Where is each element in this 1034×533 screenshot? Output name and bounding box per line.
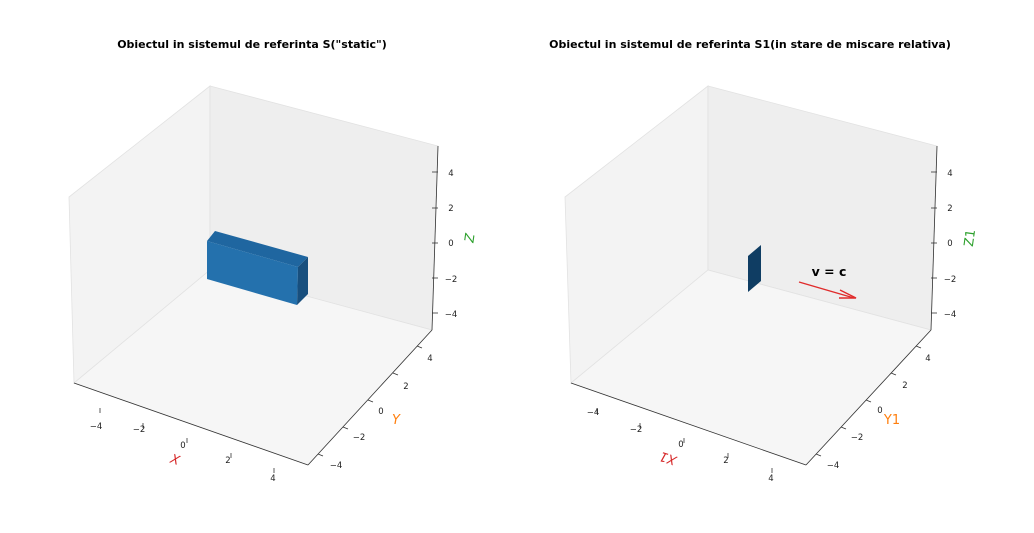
y-tick-label: 4 bbox=[925, 354, 930, 364]
y-tick-label: −4 bbox=[330, 461, 343, 471]
x-axis-label: X1 bbox=[658, 448, 680, 468]
y-tick-mark bbox=[890, 372, 897, 376]
box-face-front bbox=[207, 241, 298, 305]
box-face-top bbox=[207, 231, 308, 267]
z-tick-label: −2 bbox=[944, 275, 957, 285]
y-tick-mark bbox=[865, 399, 872, 403]
y-tick-label: 0 bbox=[877, 406, 882, 416]
y-tick-mark bbox=[815, 453, 822, 457]
z-axis-label: Z bbox=[462, 232, 478, 245]
y-tick-label: 2 bbox=[403, 382, 408, 392]
z-tick-label: −4 bbox=[445, 310, 458, 320]
box-object bbox=[207, 231, 308, 305]
y-axis-line bbox=[307, 329, 433, 466]
x-tick-label: 4 bbox=[768, 474, 773, 484]
z-tick-label: 2 bbox=[448, 204, 453, 214]
z-tick-label: −2 bbox=[445, 275, 458, 285]
x-tick-label: 2 bbox=[723, 456, 728, 466]
velocity-arrow-head bbox=[839, 289, 857, 299]
z-tick-label: −4 bbox=[944, 310, 957, 320]
y-tick-mark bbox=[915, 345, 922, 349]
y-tick-label: 0 bbox=[378, 407, 383, 417]
x-tick-label: −4 bbox=[587, 408, 600, 418]
y-tick-mark bbox=[342, 426, 349, 430]
y-tick-label: 4 bbox=[427, 354, 432, 364]
y-tick-mark bbox=[392, 372, 399, 376]
y-tick-mark bbox=[367, 399, 374, 403]
x-tick-label: −2 bbox=[133, 425, 146, 435]
x-axis-label: X bbox=[167, 452, 182, 470]
y-tick-label: 2 bbox=[902, 381, 907, 391]
chart-title: Obiectul in sistemul de referinta S1(in … bbox=[549, 38, 951, 51]
velocity-annotation: v = c bbox=[812, 264, 847, 279]
y-tick-mark bbox=[416, 345, 423, 349]
x-tick-label: −4 bbox=[90, 422, 103, 432]
y-axis-label: Y1 bbox=[883, 413, 900, 428]
y-tick-label: −4 bbox=[827, 461, 840, 471]
x-tick-label: 2 bbox=[225, 456, 230, 466]
z-tick-label: 2 bbox=[947, 204, 952, 214]
box-face-side bbox=[297, 257, 308, 305]
y-axis-line bbox=[805, 329, 932, 466]
subplot-moving: Obiectul in sistemul de referinta S1(in … bbox=[549, 38, 979, 484]
z-tick-label: 4 bbox=[448, 169, 453, 179]
z-tick-label: 4 bbox=[947, 169, 952, 179]
chart-title: Obiectul in sistemul de referinta S("sta… bbox=[117, 38, 387, 51]
flat-object bbox=[748, 245, 761, 292]
velocity-arrow bbox=[798, 281, 855, 299]
z-axis-line bbox=[431, 145, 439, 331]
x-tick-label: 0 bbox=[678, 440, 683, 450]
z-axis-line bbox=[930, 145, 938, 331]
z-axis-label: Z1 bbox=[962, 229, 979, 248]
y-axis-label: Y bbox=[392, 413, 401, 428]
y-tick-label: −2 bbox=[353, 433, 366, 443]
x-axis-line bbox=[570, 382, 807, 466]
z-tick-label: 0 bbox=[947, 239, 952, 249]
x-tick-label: 4 bbox=[270, 474, 275, 484]
x-tick-label: 0 bbox=[180, 441, 185, 451]
y-tick-label: −2 bbox=[851, 433, 864, 443]
y-tick-mark bbox=[840, 426, 847, 430]
z-tick-label: 0 bbox=[448, 239, 453, 249]
x-axis-line bbox=[73, 382, 309, 466]
y-tick-mark bbox=[317, 453, 324, 457]
x-tick-label: −2 bbox=[630, 425, 643, 435]
subplot-static: Obiectul in sistemul de referinta S("sta… bbox=[68, 38, 479, 484]
